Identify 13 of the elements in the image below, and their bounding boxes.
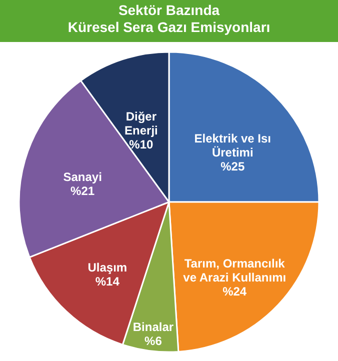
slice-label: Sanayi	[63, 170, 102, 184]
data-label: %14	[95, 274, 120, 289]
data-label: %24	[222, 284, 247, 299]
slice-label: Tarım, Ormancılık ve Arazi Kullanımı	[183, 256, 286, 285]
data-label: %10	[129, 137, 154, 152]
data-label: %6	[144, 334, 162, 348]
data-label: %21	[70, 184, 95, 198]
chart-title: Sektör Bazında Küresel Sera Gazı Emisyonları	[68, 2, 270, 35]
slice-label: Ulaşım	[88, 260, 128, 275]
slice-label: Binalar	[132, 320, 174, 334]
slice-label: Elektrik ve Isı Üretimi	[194, 131, 271, 160]
slice-label: Diğer Enerji	[124, 109, 158, 138]
data-label: %25	[220, 159, 245, 174]
